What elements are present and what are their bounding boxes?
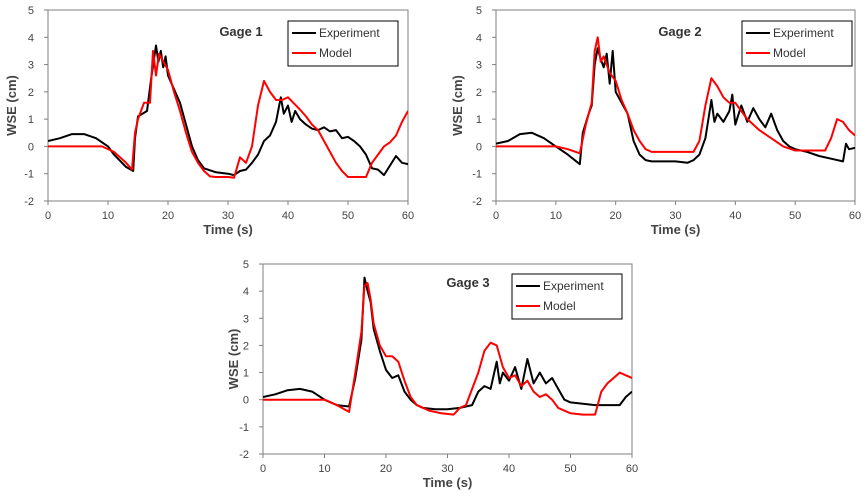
x-tick-label: 50: [789, 210, 801, 222]
x-tick-label: 0: [493, 210, 499, 222]
y-tick-label: 2: [243, 340, 249, 352]
y-axis-title: WSE (cm): [226, 329, 241, 390]
y-tick-label: 0: [243, 395, 249, 407]
x-tick-label: 30: [441, 463, 453, 475]
legend-box: [741, 20, 853, 67]
x-axis-title: Time (s): [651, 222, 701, 237]
x-tick-label: 40: [503, 463, 515, 475]
y-tick-label: 1: [28, 114, 34, 126]
y-tick-label: -1: [472, 169, 482, 181]
x-tick-label: 30: [669, 210, 681, 222]
series-line-model: [48, 49, 408, 179]
x-tick-label: 60: [849, 210, 861, 222]
chart-gage-1: -2 -1 0 1 2 3 4 5 0 10 20 30 40 50 60 Time (s) WSE (cm) G…: [0, 0, 430, 250]
y-tick-label: 0: [476, 141, 482, 153]
y-axis-title: WSE (cm): [4, 75, 19, 136]
legend-label-model: Model: [319, 46, 352, 60]
x-tick-label: 20: [380, 463, 392, 475]
legend-label-experiment: Experiment: [319, 26, 380, 40]
legend-label-experiment: Experiment: [773, 26, 834, 40]
y-tick-label: 5: [476, 5, 482, 17]
y-tick-label: 2: [28, 87, 34, 99]
y-tick-label: -1: [24, 169, 34, 181]
legend-box: [511, 273, 623, 320]
x-tick-label: 40: [729, 210, 741, 222]
series-line-model: [263, 282, 632, 416]
x-tick-label: 0: [260, 463, 266, 475]
y-tick-label: -2: [472, 196, 482, 208]
x-tick-label: 20: [162, 210, 174, 222]
x-axis-title: Time (s): [423, 475, 473, 490]
y-tick-label: 5: [28, 5, 34, 17]
x-tick-label: 40: [282, 210, 294, 222]
chart-gage-3: -2 -1 0 1 2 3 4 5 0 10 20 30 40 50 60 Time (s) WSE (cm) G…: [222, 255, 652, 503]
x-tick-label: 30: [222, 210, 234, 222]
y-tick-label: -1: [239, 422, 249, 434]
y-tick-label: 2: [476, 87, 482, 99]
x-tick-label: 10: [318, 463, 330, 475]
y-tick-label: 4: [243, 286, 249, 298]
y-tick-label: 4: [476, 32, 482, 44]
legend-label-experiment: Experiment: [543, 279, 604, 293]
legend-label-model: Model: [543, 299, 576, 313]
chart-gage-2: -2 -1 0 1 2 3 4 5 0 10 20 30 40 50 60 Time (s) WSE (cm) G…: [446, 0, 867, 250]
series-line-model: [496, 36, 855, 155]
x-tick-label: 60: [402, 210, 414, 222]
chart-title: Gage 2: [658, 24, 701, 39]
x-tick-label: 10: [550, 210, 562, 222]
x-tick-label: 20: [610, 210, 622, 222]
y-tick-label: 3: [476, 60, 482, 72]
x-tick-label: 10: [102, 210, 114, 222]
y-axis-title: WSE (cm): [450, 75, 465, 136]
y-tick-label: 0: [28, 141, 34, 153]
chart-title: Gage 3: [446, 275, 489, 290]
y-tick-label: 3: [28, 60, 34, 72]
y-tick-label: -2: [24, 196, 34, 208]
x-axis-title: Time (s): [203, 222, 253, 237]
chart-title: Gage 1: [219, 24, 262, 39]
x-tick-label: 50: [564, 463, 576, 475]
y-tick-label: -2: [239, 449, 249, 461]
legend-box: [287, 20, 399, 67]
y-tick-label: 3: [243, 313, 249, 325]
x-tick-label: 50: [342, 210, 354, 222]
x-tick-label: 60: [626, 463, 638, 475]
y-tick-label: 4: [28, 32, 34, 44]
y-tick-label: 1: [243, 368, 249, 380]
legend-label-model: Model: [773, 46, 806, 60]
y-tick-label: 5: [243, 259, 249, 271]
y-tick-label: 1: [476, 114, 482, 126]
x-tick-label: 0: [45, 210, 51, 222]
